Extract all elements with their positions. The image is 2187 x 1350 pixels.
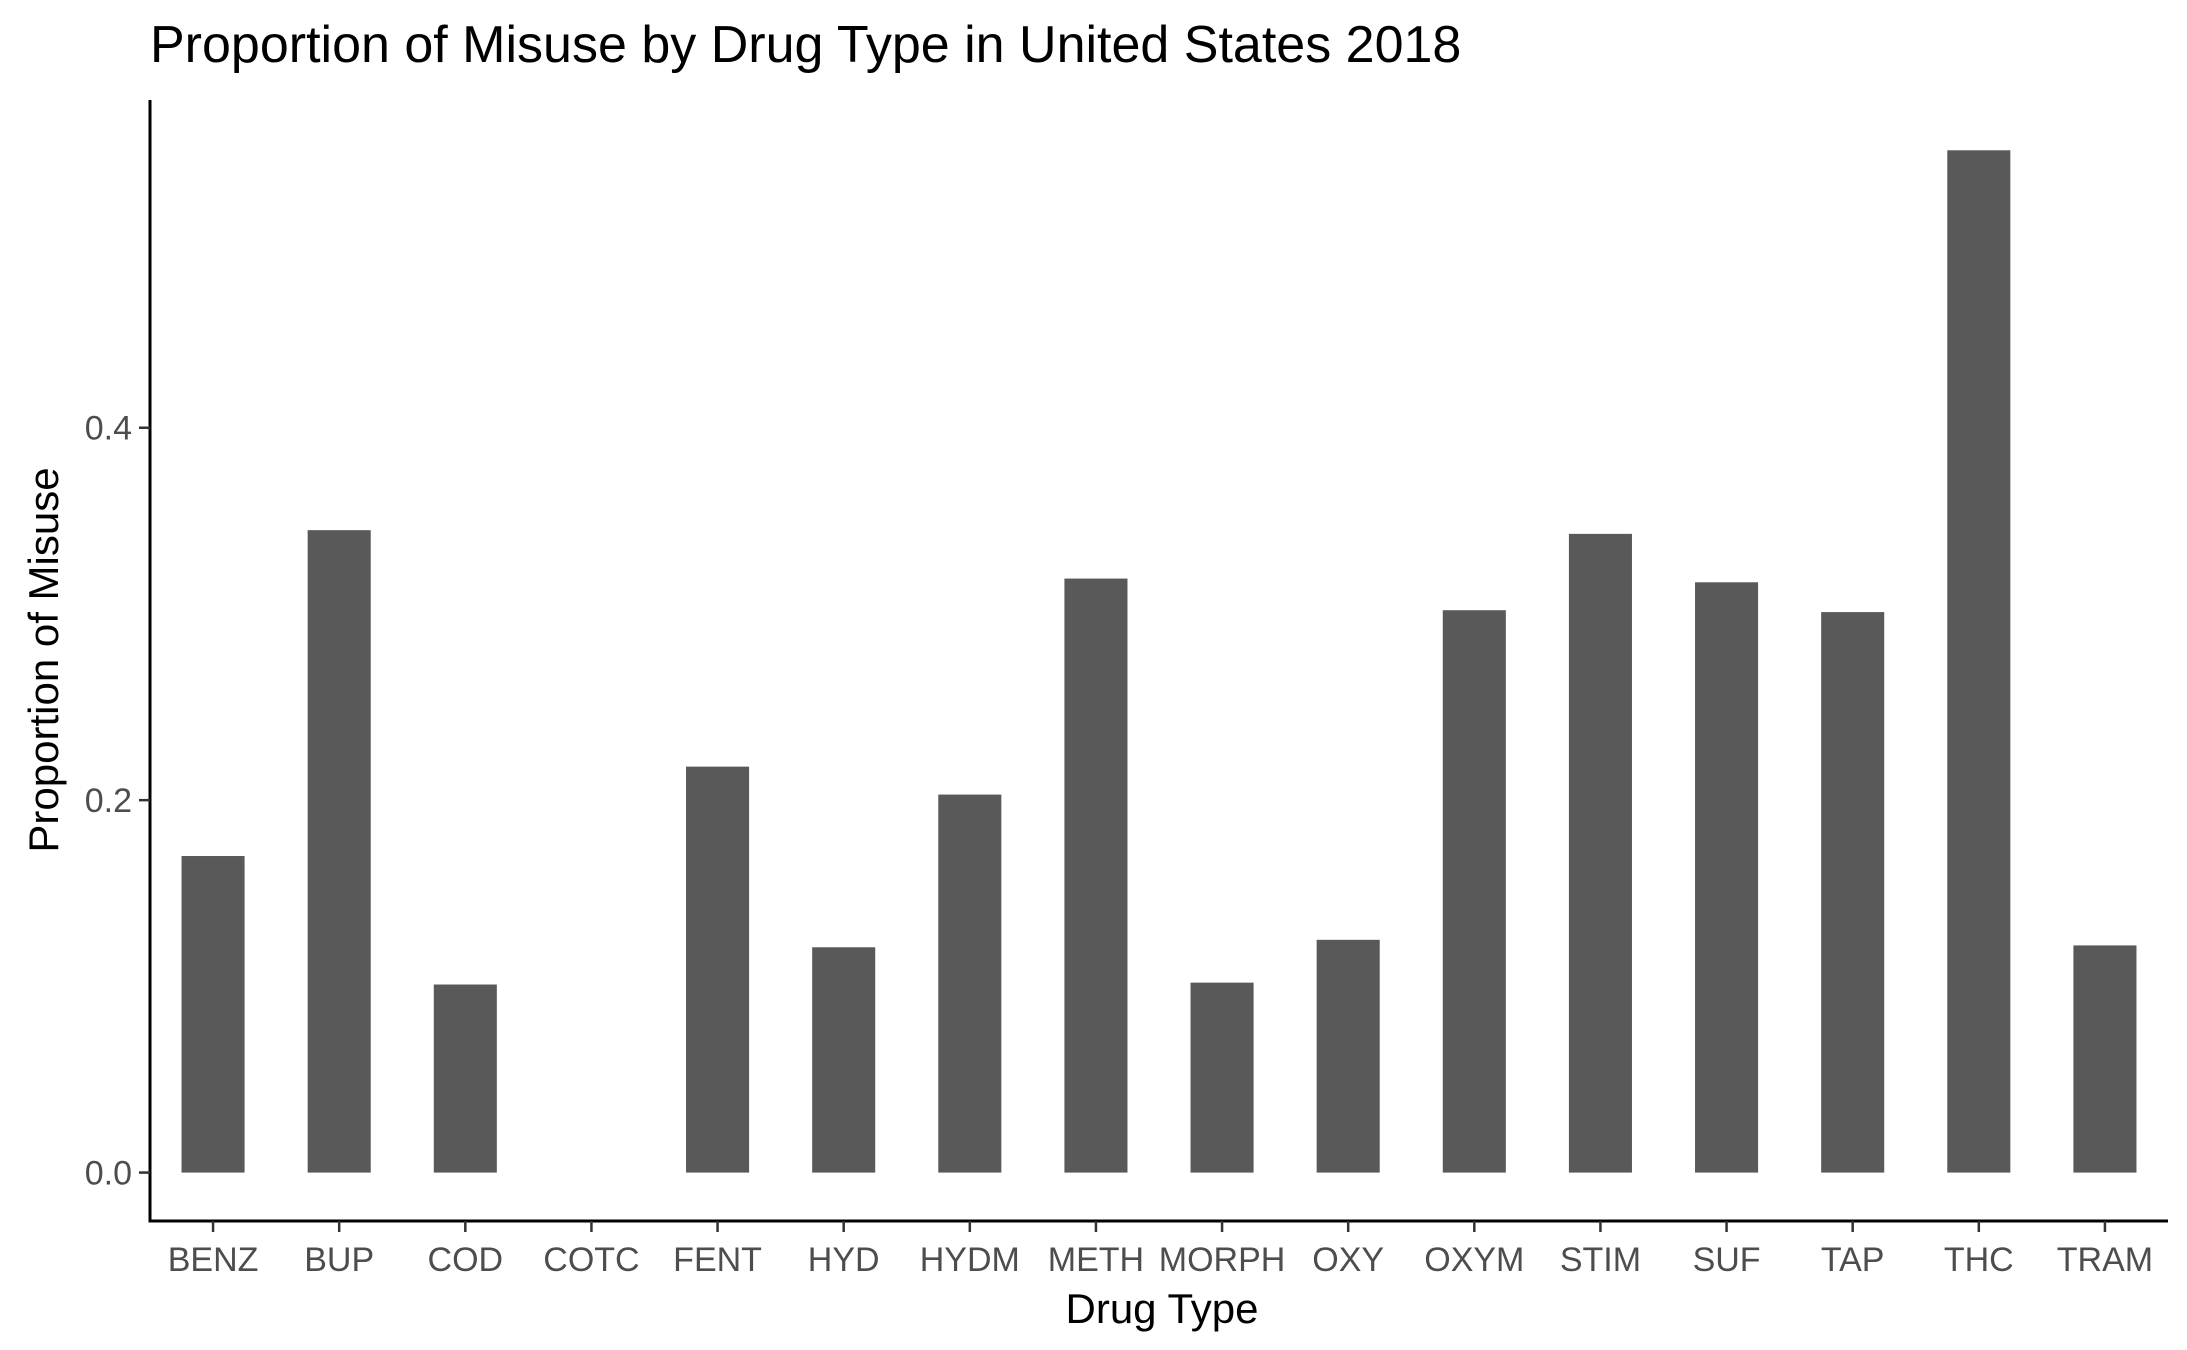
y-tick-label: 0.2: [85, 782, 132, 820]
x-tick-label-oxy: OXY: [1312, 1241, 1384, 1279]
bar-stim: [1568, 533, 1632, 1173]
y-axis: 0.0 0.2 0.4: [85, 100, 152, 1221]
bars-layer: [181, 150, 2137, 1173]
x-tick-label-tram: TRAM: [2057, 1241, 2153, 1279]
y-axis-title: Proportion of Misuse: [20, 467, 67, 852]
bar-morph: [1190, 982, 1254, 1173]
x-tick-label-benz: BENZ: [168, 1241, 259, 1279]
bar-thc: [1947, 150, 2011, 1173]
x-axis: BENZ BUP COD COTC FENT HYD HYDM METH MORPH OXY OXY…: [148, 1219, 2168, 1279]
x-tick-label-thc: THC: [1944, 1241, 2014, 1279]
bar-benz: [181, 856, 245, 1173]
x-tick-label-morph: MORPH: [1159, 1241, 1286, 1279]
x-tick-label-bup: BUP: [304, 1241, 374, 1279]
bar-cod: [433, 984, 497, 1173]
y-tick-label: 0.4: [85, 410, 132, 448]
bar-hydm: [938, 794, 1002, 1173]
x-tick-label-oxym: OXYM: [1424, 1241, 1524, 1279]
x-tick-label-hyd: HYD: [808, 1241, 880, 1279]
x-tick-label-cod: COD: [428, 1241, 504, 1279]
y-tick-label: 0.0: [85, 1155, 132, 1193]
x-tick-label-suf: SUF: [1693, 1241, 1761, 1279]
x-tick-label-cotc: COTC: [543, 1241, 639, 1279]
bar-meth: [1064, 578, 1128, 1173]
x-tick-label-stim: STIM: [1560, 1241, 1641, 1279]
x-tick-label-tap: TAP: [1821, 1241, 1885, 1279]
x-tick-label-hydm: HYDM: [920, 1241, 1020, 1279]
chart-title: Proportion of Misuse by Drug Type in Uni…: [150, 16, 1461, 74]
bar-tram: [2073, 945, 2137, 1173]
bar-oxym: [1442, 610, 1506, 1173]
x-tick-label-fent: FENT: [673, 1241, 762, 1279]
bar-oxy: [1316, 939, 1380, 1173]
x-tick-label-meth: METH: [1048, 1241, 1144, 1279]
bar-tap: [1821, 612, 1885, 1173]
x-axis-title: Drug Type: [1066, 1285, 1259, 1332]
bar-hyd: [812, 947, 876, 1173]
bar-fent: [686, 766, 750, 1173]
bar-bup: [307, 530, 371, 1173]
bar-suf: [1695, 582, 1759, 1173]
